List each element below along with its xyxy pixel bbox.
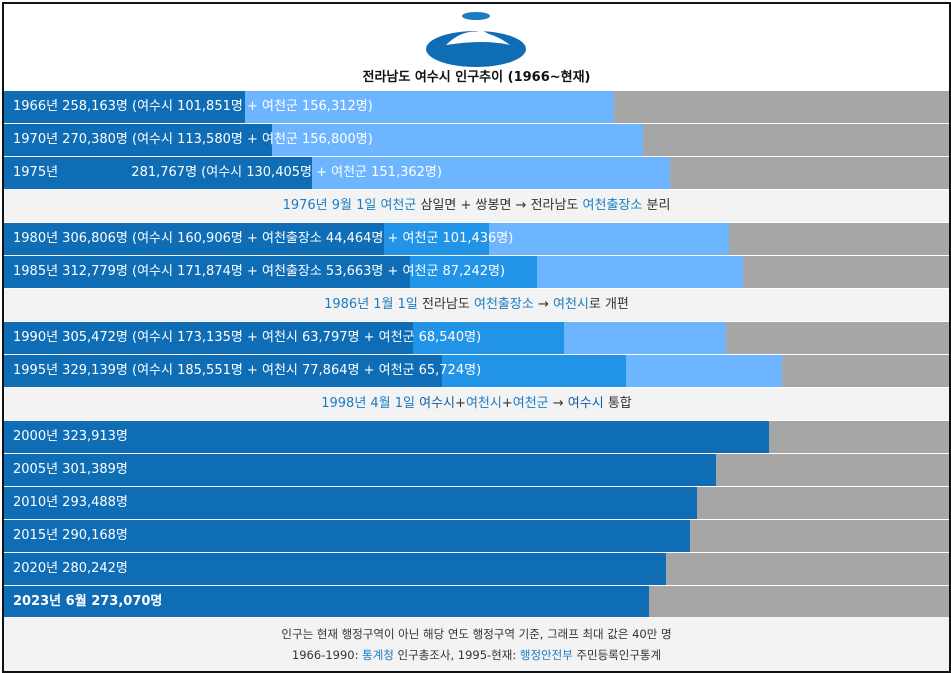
bar-row: 1970년 270,380명 (여수시 113,580명 + 여천군 156,8… xyxy=(4,124,949,156)
bar-row: 1966년 258,163명 (여수시 101,851명 + 여천군 156,3… xyxy=(4,91,949,123)
bar-row: 2000년 323,913명 xyxy=(4,421,949,453)
bar-label: 2005년 301,389명 xyxy=(13,462,128,477)
bar-segment xyxy=(626,355,782,387)
bar-row: 2020년 280,242명 xyxy=(4,553,949,585)
bar-row: 2005년 301,389명 xyxy=(4,454,949,486)
event-note-part: → xyxy=(548,396,568,411)
event-note: 1986년 1월 1일 전라남도 여천출장소 → 여천시로 개편 xyxy=(4,289,949,321)
bar-segment xyxy=(536,256,743,288)
event-note-part[interactable]: 여천군 xyxy=(512,396,549,411)
bar-segment xyxy=(244,91,614,123)
chart-header: 전라남도 여수시 인구추이 (1966~현재) xyxy=(4,4,949,91)
source-link-kostat[interactable]: 통계청 xyxy=(362,648,394,662)
bar-row: 1980년 306,806명 (여수시 160,906명 + 여천출장소 44,… xyxy=(4,223,949,255)
event-note-part[interactable]: 1986년 1월 1일 xyxy=(324,297,423,312)
bar-segment xyxy=(4,487,698,519)
bar-label: 2000년 323,913명 xyxy=(13,429,128,444)
source-link-mois[interactable]: 행정안전부 xyxy=(519,648,573,662)
bar-segment xyxy=(4,223,385,255)
bar-label: 1995년 329,139명 (여수시 185,551명 + 여천시 77,86… xyxy=(13,363,482,378)
event-note-part: 삼일면 + 쌍봉면 → 전라남도 xyxy=(416,198,583,213)
chart-footer: 인구는 현재 행정구역이 아닌 해당 연도 행정구역 기준, 그래프 최대 값은… xyxy=(4,617,949,671)
bar-row: 1975년 281,767명 (여수시 130,405명 + 여천군 151,3… xyxy=(4,157,949,189)
bar-segment xyxy=(4,520,690,552)
chart-title: 전라남도 여수시 인구추이 (1966~현재) xyxy=(362,70,591,85)
bar-label: 2010년 293,488명 xyxy=(13,495,128,510)
event-note-part: 통합 xyxy=(603,396,632,411)
event-note-part: + xyxy=(501,396,513,411)
bar-label: 1966년 258,163명 (여수시 101,851명 + 여천군 156,3… xyxy=(13,99,373,114)
footer-note: 인구는 현재 행정구역이 아닌 해당 연도 행정구역 기준, 그래프 최대 값은… xyxy=(281,627,672,641)
footer-source-post: 주민등록인구통계 xyxy=(572,648,662,662)
bar-row: 2010년 293,488명 xyxy=(4,487,949,519)
bar-segment xyxy=(4,355,443,387)
bar-segment xyxy=(413,322,564,354)
bar-row: 2023년 6월 273,070명 xyxy=(4,586,949,618)
event-note-part[interactable]: 여수시 xyxy=(419,396,456,411)
bar-label: 1980년 306,806명 (여수시 160,906명 + 여천출장소 44,… xyxy=(13,231,514,246)
event-note-part: 전라남도 xyxy=(422,297,474,312)
bar-label: 1975년 281,767명 (여수시 130,405명 + 여천군 151,3… xyxy=(13,165,442,180)
event-note-part[interactable]: 여천출장소 xyxy=(582,198,643,213)
bar-row: 1995년 329,139명 (여수시 185,551명 + 여천시 77,86… xyxy=(4,355,949,387)
bar-segment xyxy=(4,421,770,453)
footer-source: 1966-1990: 통계청 인구총조사, 1995-현재: 행정안전부 주민등… xyxy=(4,647,949,663)
event-note-part: 분리 xyxy=(642,198,671,213)
event-note-part[interactable]: 여천출장소 xyxy=(474,297,534,312)
bar-label: 2023년 6월 273,070명 xyxy=(13,594,163,609)
event-note: 1998년 4월 1일 여수시+여천시+여천군 → 여수시 통합 xyxy=(4,388,949,420)
event-note-part[interactable]: 1998년 4월 1일 xyxy=(321,396,420,411)
bar-segment xyxy=(384,223,490,255)
event-note-part[interactable]: 여천시 xyxy=(552,297,589,312)
bar-segment xyxy=(4,124,273,156)
bar-segment xyxy=(272,124,643,156)
bar-label: 1985년 312,779명 (여수시 171,874명 + 여천출장소 53,… xyxy=(13,264,506,279)
bar-segment xyxy=(489,223,729,255)
event-note: 1976년 9월 1일 여천군 삼일면 + 쌍봉면 → 전라남도 여천출장소 분… xyxy=(4,190,949,222)
bar-segment xyxy=(4,157,313,189)
bar-label: 2015년 290,168명 xyxy=(13,528,128,543)
bar-segment xyxy=(312,157,670,189)
bar-segment xyxy=(4,256,411,288)
yeosu-logo-icon xyxy=(426,12,526,67)
bar-segment xyxy=(4,586,650,618)
bar-segment xyxy=(4,553,667,585)
bar-row: 2015년 290,168명 xyxy=(4,520,949,552)
bar-segment xyxy=(410,256,537,288)
bar-row: 1985년 312,779명 (여수시 171,874명 + 여천출장소 53,… xyxy=(4,256,949,288)
bar-segment xyxy=(4,322,414,354)
event-note-part: + xyxy=(455,396,466,411)
bar-row: 1990년 305,472명 (여수시 173,135명 + 여천시 63,79… xyxy=(4,322,949,354)
bar-segment xyxy=(4,454,717,486)
bar-segment xyxy=(442,355,627,387)
event-note-part[interactable]: 여천군 xyxy=(380,198,417,213)
event-note-part[interactable]: 여천시 xyxy=(465,396,502,411)
event-note-part: 로 개편 xyxy=(588,297,629,312)
bar-label: 1970년 270,380명 (여수시 113,580명 + 여천군 156,8… xyxy=(13,132,373,147)
bar-segment xyxy=(563,322,726,354)
bar-label: 2020년 280,242명 xyxy=(13,561,128,576)
footer-source-pre: 1966-1990: xyxy=(291,648,363,662)
bar-segment xyxy=(4,91,245,123)
bar-label: 1990년 305,472명 (여수시 173,135명 + 여천시 63,79… xyxy=(13,330,482,345)
event-note-part[interactable]: 여수시 xyxy=(567,396,604,411)
event-note-part[interactable]: 1976년 9월 1일 xyxy=(282,198,381,213)
event-note-part: → xyxy=(533,297,553,312)
footer-source-mid: 인구총조사, 1995-현재: xyxy=(393,648,520,662)
